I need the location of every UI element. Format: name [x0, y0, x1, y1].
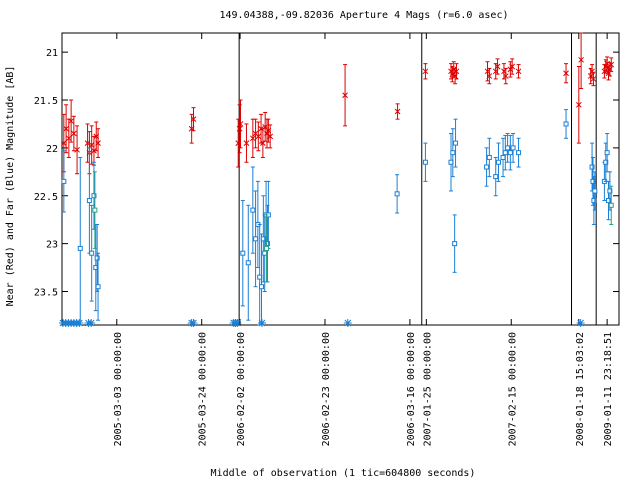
near-point [509, 63, 516, 70]
near-point [422, 68, 429, 75]
x-tick-label: 2005-03-24 00:00:00 [198, 332, 209, 446]
x-tick-label: 2006-03-16 00:00:00 [406, 332, 417, 446]
far-point [422, 159, 428, 165]
near-point [453, 68, 460, 75]
far-point [452, 241, 458, 247]
x-tick-label: 2009-01-11 23:18:51 [603, 332, 614, 446]
far-point [450, 150, 456, 156]
far-point [493, 174, 499, 180]
y-tick-label: 22.5 [34, 192, 58, 203]
far-point [603, 159, 609, 165]
far-point [500, 154, 506, 160]
far-point [592, 188, 598, 194]
x-tick-label: 2007-01-25 00:00:00 [422, 332, 433, 446]
x-tick-label: 2006-02-02 00:00:00 [236, 332, 247, 446]
far-point [89, 250, 95, 256]
near-point [494, 63, 501, 70]
far-point [77, 245, 83, 251]
y-tick-label: 22 [46, 144, 58, 155]
near-point [68, 118, 74, 124]
far-point [589, 164, 595, 170]
far-limit-point [75, 319, 84, 327]
plot-frame [61, 32, 620, 326]
far-point [61, 178, 67, 184]
near-point [237, 121, 244, 127]
far-point [264, 241, 270, 247]
chart-title: 149.04388,-09.82036 Aperture 4 Mags (r=6… [220, 10, 509, 21]
x-tick-label: 2006-02-23 00:00:00 [321, 332, 332, 446]
y-tick-label: 21.5 [34, 96, 58, 107]
far-point [505, 145, 511, 151]
x-tick-label: 2005-03-03 00:00:00 [113, 332, 124, 446]
x-tick-label: 2008-01-18 15:03:02 [575, 332, 586, 446]
far-point [253, 236, 259, 242]
near-point [563, 70, 569, 77]
far-point [484, 164, 490, 170]
near-point [91, 147, 97, 154]
near-point [255, 133, 262, 140]
near-point [236, 125, 243, 132]
far-point [516, 150, 522, 156]
near-point [267, 133, 274, 140]
near-point [486, 73, 493, 79]
far-limit-point [343, 319, 352, 327]
far_alt-point [608, 202, 614, 208]
far-point [94, 255, 100, 261]
y-tick-label: 21 [46, 48, 58, 59]
far-limit-point [233, 319, 242, 327]
far-point [86, 198, 92, 204]
x-axis-label: Middle of observation (1 tic=604800 seco… [211, 468, 476, 479]
far-point [604, 150, 610, 156]
far-limit-point [576, 319, 585, 327]
far-point [260, 236, 266, 242]
far-point [605, 198, 611, 204]
near-point [65, 135, 72, 142]
far-point [240, 250, 246, 256]
near-point [190, 116, 197, 123]
far-limit-point [189, 319, 198, 327]
near-point [502, 73, 509, 79]
far-limit-point [257, 319, 266, 327]
far-point [245, 260, 251, 266]
far-point [250, 207, 256, 213]
x-tick-label: 2007-02-15 00:00:00 [507, 332, 518, 446]
far-limit-point [87, 319, 96, 327]
near-point [590, 76, 597, 82]
far-point [394, 191, 400, 197]
near-point [74, 146, 80, 153]
y-tick-label: 23 [46, 240, 58, 251]
far-point [486, 154, 492, 160]
far-point [453, 140, 459, 146]
far_alt-point [92, 207, 98, 213]
far-point [259, 284, 265, 290]
near-point [342, 92, 348, 99]
y-axis-label: Near (Red) and Far (Blue) Magnitude [AB] [5, 66, 16, 307]
far-point [510, 145, 516, 151]
y-tick-label: 23.5 [34, 287, 58, 298]
far-point [95, 284, 101, 290]
far_alt-point [264, 245, 270, 251]
near-point [604, 60, 610, 67]
far-point [502, 150, 508, 156]
near-point [608, 61, 615, 68]
near-point [88, 142, 95, 148]
near-point [243, 140, 250, 146]
near-point [578, 56, 584, 63]
far-point [607, 188, 613, 194]
far-point [507, 150, 513, 156]
near-point [394, 108, 401, 115]
near-point [71, 130, 77, 137]
near-point [515, 68, 522, 75]
near-point [575, 101, 582, 108]
far-point [563, 121, 569, 127]
far-point [91, 193, 97, 199]
near-point [95, 140, 101, 146]
near-point [249, 135, 256, 142]
far-point [495, 159, 501, 165]
near-point [60, 140, 67, 146]
near-point [63, 125, 69, 132]
far-point [591, 198, 597, 204]
